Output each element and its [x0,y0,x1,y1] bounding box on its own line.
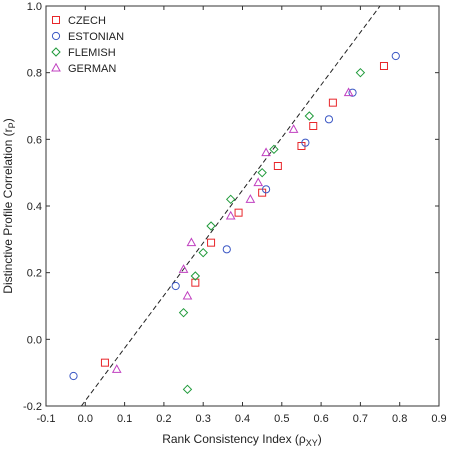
y-tick-label: 0.8 [27,68,42,80]
y-tick-label: -0.2 [23,401,42,413]
data-point-flemish [206,221,216,231]
x-axis-label-subscript: XY [306,438,318,448]
data-point-flemish [355,67,366,78]
y-tick-label: 0.6 [27,134,42,146]
legend-label-flemish: FLEMISH [68,47,116,59]
fit-line [80,5,381,407]
data-point-flemish [269,144,279,155]
data-point-german [182,290,193,300]
y-tick-label: 0.2 [27,268,42,280]
x-tick-label: 0.8 [392,413,407,425]
data-point-flemish [198,247,208,258]
tick-marks [45,5,440,407]
data-point-estonian [348,88,357,97]
legend-label-german: GERMAN [68,63,116,75]
data-point-german [261,147,271,157]
x-tick-label: 0.5 [274,413,289,425]
data-point-czech [207,238,216,247]
data-point-flemish [182,384,193,395]
data-point-czech [100,358,109,367]
data-point-german [288,124,299,133]
data-point-czech [309,122,318,130]
plot-area [45,5,440,407]
x-tick-labels: -0.1 0.0 0.1 0.2 0.3 0.4 0.5 0.6 0.7 0.8 0.9 [37,413,447,425]
y-axis-label: Distinctive Profile Correlation (rP) [1,118,17,293]
x-tick-label: 0.6 [313,413,328,425]
legend-marker-german [51,62,61,72]
data-point-german [111,364,122,373]
data-point-german [253,177,264,187]
legend-marker-estonian [51,31,61,41]
data-point-german [343,87,354,97]
legend-label-estonian: ESTONIAN [68,31,124,43]
x-tick-label: -0.1 [37,413,56,425]
x-tick-label: 0.7 [353,413,368,425]
y-tick-label: 0.0 [27,334,42,346]
x-tick-label: 0.3 [196,413,211,425]
x-axis-label-close: ) [318,432,322,446]
data-point-estonian [261,185,271,194]
data-point-german [186,237,197,247]
data-point-estonian [324,115,334,124]
y-axis-label-subscript: P [7,122,17,128]
data-point-estonian [69,371,78,381]
data-point-estonian [171,281,180,291]
y-tick-label: 1.0 [27,1,42,13]
y-tick-labels: -0.2 0.0 0.2 0.4 0.6 0.8 1.0 [23,1,42,413]
y-axis-label-main: Distinctive Profile Correlation (r [1,128,15,293]
x-tick-label: 0.4 [235,413,250,425]
data-point-german [245,194,256,203]
data-point-czech [234,208,243,217]
data-point-flemish [257,167,267,178]
x-tick-label: 0.9 [431,413,446,425]
legend: CZECH ESTONIAN FLEMISH GERMAN [51,15,124,75]
data-point-flemish [304,111,315,121]
legend-label-czech: CZECH [68,15,106,27]
data-point-czech [273,162,282,170]
data-point-estonian [301,138,310,147]
data-point-estonian [391,51,400,61]
x-axis-label: Rank Consistency Index (ρXY) [162,432,322,448]
y-tick-label: 0.4 [27,201,42,213]
data-point-flemish [226,194,236,205]
data-points [69,51,400,395]
data-point-czech [191,278,200,287]
x-tick-label: 0.1 [117,413,132,425]
fit-line-layer [80,5,381,407]
data-point-flemish [178,307,189,318]
legend-marker-czech [52,16,60,24]
data-point-estonian [222,245,231,254]
x-tick-label: 0.0 [78,413,93,425]
legend-marker-flemish [51,47,61,57]
data-point-german [178,264,189,273]
y-axis-label-close: ) [1,118,15,122]
data-point-czech [328,98,337,107]
data-point-flemish [190,271,201,281]
data-point-german [225,210,236,220]
x-axis-label-main: Rank Consistency Index (ρ [162,432,306,446]
data-point-czech [379,62,388,70]
x-tick-label: 0.2 [156,413,171,425]
